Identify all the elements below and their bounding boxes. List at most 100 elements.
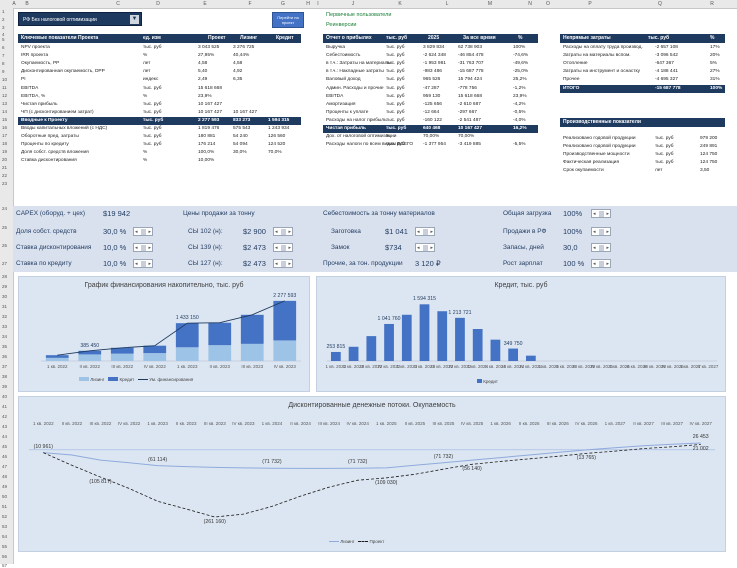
project-table-cell[interactable]: 40,44% bbox=[233, 53, 250, 59]
pnl-table-cell[interactable]: тыс. руб bbox=[386, 142, 405, 148]
row-37[interactable]: 37 bbox=[2, 364, 8, 369]
production-table-cell[interactable]: 124 750 bbox=[700, 152, 718, 158]
pnl-table-cell[interactable]: -4,2% bbox=[513, 101, 526, 107]
row-41[interactable]: 41 bbox=[2, 404, 8, 409]
pnl-table-cell[interactable]: Выручка bbox=[326, 45, 346, 50]
col-k[interactable]: K bbox=[398, 1, 402, 7]
financing-bar-credit[interactable] bbox=[143, 345, 167, 354]
row-47[interactable]: 47 bbox=[2, 464, 8, 469]
project-table-cell[interactable]: тыс. руб bbox=[143, 109, 162, 115]
row-24[interactable]: 24 bbox=[2, 206, 8, 211]
pnl-table-cell[interactable]: тыс. руб bbox=[386, 85, 405, 91]
project-table-cell[interactable]: 1 594 315 bbox=[268, 117, 290, 123]
project-table-cell[interactable]: 30,0% bbox=[233, 150, 247, 156]
credit-bar[interactable] bbox=[508, 348, 519, 361]
cost-table-cell[interactable]: -4 695 327 bbox=[655, 77, 678, 83]
pnl-table-cell[interactable]: 3 829 834 bbox=[423, 45, 445, 50]
pnl-table-cell[interactable]: -3 419 885 bbox=[458, 142, 481, 148]
pnl-table-cell[interactable]: -74,6% bbox=[513, 53, 529, 59]
pnl-table-cell[interactable]: 15 794 424 bbox=[458, 77, 483, 83]
project-table-cell[interactable]: 833 273 bbox=[233, 117, 251, 123]
project-table-cell[interactable]: Дисконтированная окупаемость, DPP bbox=[21, 69, 105, 75]
project-table-cell[interactable]: IRR проекта bbox=[21, 53, 49, 59]
credit-bar[interactable] bbox=[401, 314, 412, 361]
project-table-cell[interactable]: Чистая прибыль bbox=[21, 101, 58, 107]
row-32[interactable]: 32 bbox=[2, 314, 8, 319]
pnl-table-cell[interactable]: 100% bbox=[513, 45, 526, 50]
financing-bar-lizing[interactable] bbox=[45, 357, 69, 361]
row-25[interactable]: 25 bbox=[2, 225, 8, 230]
reinversion-link[interactable]: Реинверсии bbox=[326, 22, 357, 28]
pnl-table-cell[interactable]: Проценты к уплате bbox=[326, 109, 369, 115]
row-22[interactable]: 22 bbox=[2, 173, 8, 178]
production-table-cell[interactable]: Реализовано годовой продукции bbox=[563, 144, 636, 150]
financing-bar-credit[interactable] bbox=[110, 347, 134, 354]
cost-table-cell[interactable]: -4 188 441 bbox=[655, 69, 678, 75]
pnl-table-cell[interactable]: 640 468 bbox=[423, 126, 441, 131]
row-44[interactable]: 44 bbox=[2, 434, 8, 439]
row-48[interactable]: 48 bbox=[2, 474, 8, 479]
financing-bar-credit[interactable] bbox=[175, 323, 199, 348]
project-table-cell[interactable]: Проценты по кредиту bbox=[21, 142, 69, 148]
cost-table-cell[interactable]: -3 096 542 bbox=[655, 53, 678, 59]
cost2-spinner[interactable]: ◂ ▸ bbox=[415, 243, 435, 252]
row-50[interactable]: 50 bbox=[2, 494, 8, 499]
project-table-cell[interactable]: тыс. руб bbox=[143, 117, 164, 123]
rf-sales-spinner[interactable]: ◂ ▸ bbox=[591, 227, 611, 236]
financing-bar-credit[interactable] bbox=[45, 355, 69, 358]
cost-table-cell[interactable]: 27% bbox=[710, 69, 720, 75]
cost-table-cell[interactable]: -2 657 108 bbox=[655, 45, 678, 50]
financing-bar-credit[interactable] bbox=[208, 322, 232, 346]
project-table-cell[interactable]: тыс. руб bbox=[143, 142, 162, 148]
project-table-cell[interactable]: индекс bbox=[143, 77, 159, 83]
row-8[interactable]: 8 bbox=[2, 61, 5, 66]
project-table-cell[interactable]: 2,49 bbox=[198, 77, 208, 83]
row-1[interactable]: 1 bbox=[2, 9, 5, 14]
project-table-cell[interactable]: 10 167 427 bbox=[198, 101, 223, 107]
project-table-cell[interactable]: тыс. руб bbox=[143, 45, 162, 50]
credit-bar[interactable] bbox=[348, 346, 359, 361]
row-12[interactable]: 12 bbox=[2, 93, 8, 98]
credit-bar[interactable] bbox=[366, 336, 377, 361]
stock-spinner[interactable]: ◂ ▸ bbox=[591, 243, 611, 252]
project-table-cell[interactable]: 6,35 bbox=[233, 77, 243, 83]
cost-table-cell[interactable]: 20% bbox=[710, 53, 720, 59]
pnl-table-cell[interactable]: -160 122 bbox=[423, 117, 442, 123]
row-6[interactable]: 6 bbox=[2, 45, 5, 50]
project-table-cell[interactable]: EBITDA, % bbox=[21, 93, 46, 99]
project-table-cell[interactable]: % bbox=[143, 150, 148, 156]
row-27[interactable]: 27 bbox=[2, 261, 8, 266]
price2-spinner[interactable]: ◂ ▸ bbox=[273, 243, 293, 252]
project-table-cell[interactable]: 1 243 934 bbox=[268, 126, 290, 131]
financing-bar-lizing[interactable] bbox=[273, 340, 297, 361]
row-40[interactable]: 40 bbox=[2, 394, 8, 399]
pnl-table-cell[interactable]: -2 624 348 bbox=[423, 53, 446, 59]
row-28[interactable]: 28 bbox=[2, 274, 8, 279]
pnl-table-cell[interactable]: 62 738 903 bbox=[458, 45, 483, 50]
pnl-table-cell[interactable]: -4,0% bbox=[513, 117, 526, 123]
pnl-table-cell[interactable]: тыс. руб bbox=[386, 117, 405, 123]
cost-table-cell[interactable]: 17% bbox=[710, 45, 720, 50]
row-23[interactable]: 23 bbox=[2, 181, 8, 186]
col-j[interactable]: J bbox=[351, 1, 355, 7]
project-table-cell[interactable]: 124 520 bbox=[268, 142, 286, 148]
col-b[interactable]: B bbox=[25, 1, 29, 7]
credit-bar[interactable] bbox=[455, 317, 465, 361]
financing-bar-credit[interactable] bbox=[240, 314, 264, 344]
project-table-cell[interactable]: PI bbox=[21, 77, 26, 83]
col-n[interactable]: N bbox=[528, 1, 532, 7]
pnl-table-cell[interactable]: -0,5% bbox=[513, 109, 526, 115]
production-table-cell[interactable]: Срок окупаемости bbox=[563, 168, 604, 174]
project-table-cell[interactable]: 1 819 476 bbox=[198, 126, 220, 131]
row-39[interactable]: 39 bbox=[2, 384, 8, 389]
col-c[interactable]: C bbox=[116, 1, 120, 7]
col-q[interactable]: Q bbox=[658, 1, 662, 7]
pnl-table-cell[interactable]: Админ. Расходы и прочие bbox=[326, 85, 384, 91]
production-table-cell[interactable]: Реализовано годовой продукции bbox=[563, 136, 636, 141]
row-56[interactable]: 56 bbox=[2, 554, 8, 559]
pnl-table-cell[interactable]: -31 763 707 bbox=[458, 61, 484, 67]
pnl-table-cell[interactable]: 70,00% bbox=[458, 134, 475, 140]
production-table-cell[interactable]: 979 200 bbox=[700, 136, 718, 141]
production-table-cell[interactable]: 249 891 bbox=[700, 144, 718, 150]
pnl-table-cell[interactable]: тыс. руб bbox=[386, 93, 405, 99]
